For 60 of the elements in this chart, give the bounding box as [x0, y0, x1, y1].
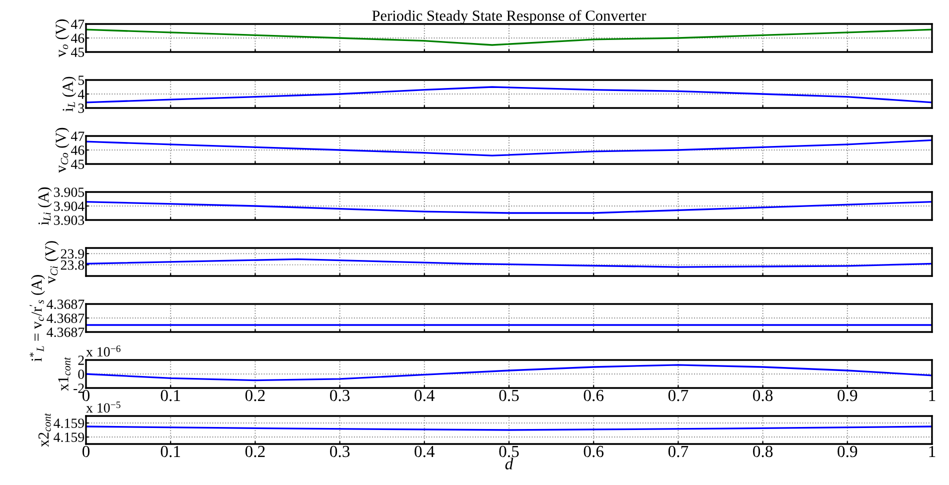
x-tick-label: 0.1: [160, 390, 180, 402]
y-tick-label: 46: [70, 146, 84, 155]
line-series: [86, 28, 932, 46]
y-tick-label: 4.159: [54, 432, 84, 442]
y-axis-title: i$_{Li}$ (A): [38, 187, 52, 226]
y-tick-label: 0: [78, 370, 84, 379]
y-tick-label: 47: [70, 132, 84, 141]
y-tick-label: 47: [70, 20, 84, 29]
line-series: [86, 200, 932, 214]
x-tick-label: 1: [929, 446, 936, 457]
x-tick-label: 0.9: [838, 446, 858, 458]
line-series: [86, 364, 932, 382]
y-tick-label: 3.905: [54, 188, 84, 198]
y-tick-label: 23.9: [60, 249, 84, 259]
x-tick-label: 0.2: [245, 446, 265, 458]
y-axis-title: v$_{Ci}$ (V): [44, 241, 59, 284]
x-tick-label: 0.7: [668, 390, 688, 402]
y-tick-label: 4.3687: [46, 328, 84, 338]
y-axis-title: i$_{L}$ (A): [62, 76, 76, 112]
y-axis-title: v$_{Co}$ (V): [55, 128, 70, 173]
y-tick-label: 3: [78, 104, 84, 113]
y-axis-title: x1$_{cont}$: [58, 357, 70, 391]
line-series: [86, 139, 932, 156]
text: i$^{*}$$_{L}$ = v$_{c}$/r$^{′}$$_{s}$ (A): [30, 275, 45, 362]
y-tick-label: 4: [78, 90, 84, 99]
y-tick-label: 3.903: [54, 216, 84, 226]
y-axis-title: x2$_{cont}$: [38, 413, 51, 447]
x-tick-label: 0.9: [838, 390, 858, 402]
x-tick-label: 0.3: [330, 446, 350, 458]
x-tick-label: 0.5: [499, 446, 519, 458]
y-tick-label: 4.3687: [46, 314, 84, 324]
y-tick-label: 4.3687: [46, 300, 84, 310]
y-tick-label: 45: [70, 160, 84, 169]
text: x 10$^{−6}$: [86, 346, 120, 357]
y-tick-label: 23.8: [60, 260, 84, 270]
x-tick-label: 0.5: [499, 390, 519, 402]
line-series: [86, 258, 932, 268]
chart-title: Periodic Steady State Response of Converter: [372, 10, 646, 24]
y-tick-label: 5: [78, 76, 84, 85]
x-axis-title: d: [505, 458, 514, 470]
y-tick-label: 2: [78, 356, 84, 365]
x-tick-label: 1: [929, 390, 936, 401]
line-series: [86, 86, 932, 104]
x-tick-label: 0.8: [753, 390, 773, 402]
x-tick-label: 0.1: [160, 446, 180, 458]
y-tick-label: 45: [70, 48, 84, 57]
x-tick-label: 0.6: [584, 390, 604, 402]
x-tick-label: 0.6: [584, 446, 604, 458]
x-tick-label: 0.3: [330, 390, 350, 402]
y-axis-title: v$_{o}$ (V): [55, 19, 70, 58]
x-tick-label: 0.4: [414, 390, 435, 402]
x-tick-label: 0.8: [753, 446, 773, 458]
text: x 10$^{−5}$: [86, 402, 120, 413]
y-tick-label: -2: [74, 384, 84, 393]
x-tick-label: 0.4: [414, 446, 435, 458]
y-tick-label: 4.159: [54, 418, 84, 428]
x-tick-label: 0.7: [668, 446, 688, 458]
y-tick-label: 46: [70, 34, 84, 43]
x-tick-label: 0.2: [245, 390, 265, 402]
y-tick-label: 3.904: [54, 202, 84, 212]
